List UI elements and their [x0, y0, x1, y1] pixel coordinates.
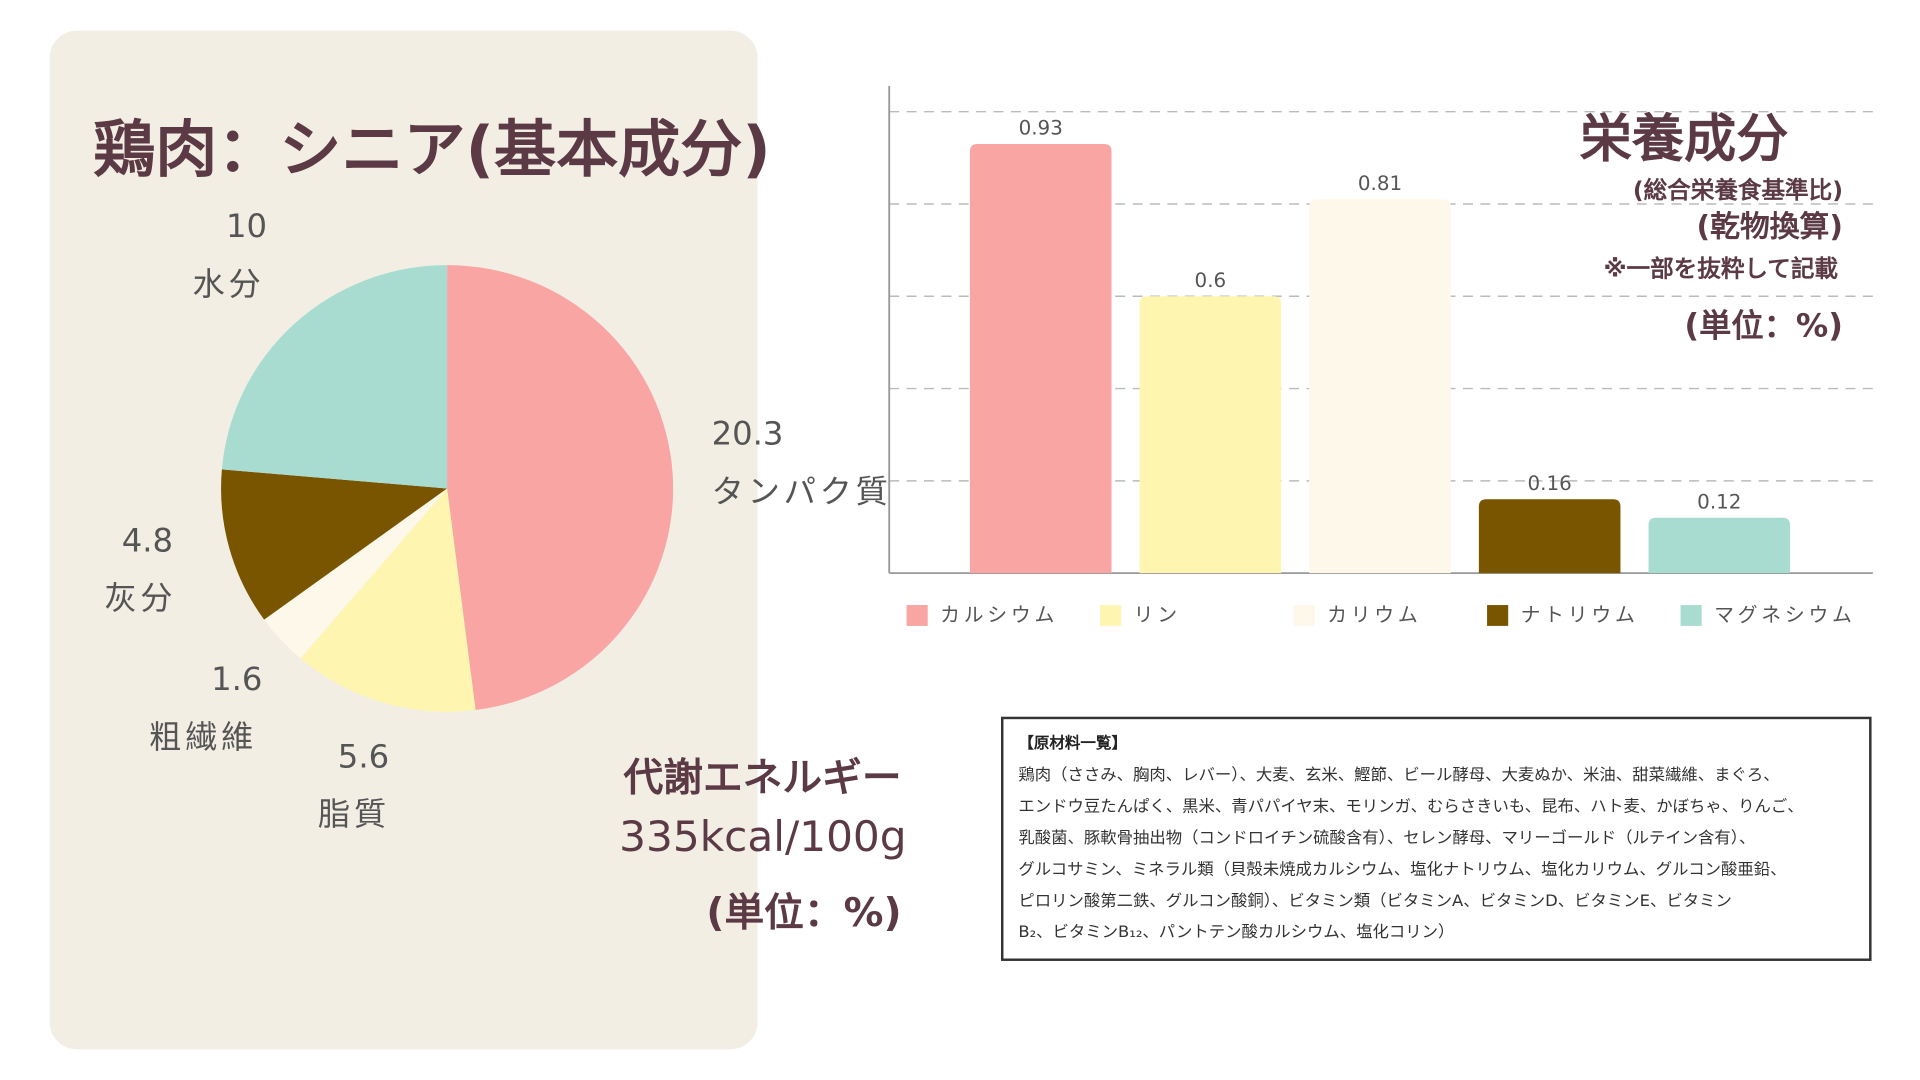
slice-category-label: 粗繊維: [149, 718, 257, 756]
slice-category-label: 灰分: [104, 579, 176, 617]
legend-label: マグネシウム: [1714, 604, 1856, 627]
bar-value-label: 0.6: [1195, 269, 1227, 292]
bar-subtitle: (総合栄養食基準比): [1633, 176, 1843, 204]
bar-value-label: 0.81: [1358, 172, 1402, 195]
bar-unit-note: (単位：%): [1684, 307, 1843, 345]
ingredients-line: ピロリン酸第二鉄、グルコン酸銅）、ビタミン類（ビタミンA、ビタミンD、ビタミンE…: [1018, 891, 1732, 910]
bar-value-label: 0.93: [1019, 117, 1063, 140]
unit-note: (単位：%): [706, 890, 901, 936]
pie-slice: [221, 265, 448, 489]
legend-label: ナトリウム: [1521, 604, 1639, 627]
legend-swatch: [1487, 605, 1509, 626]
bar: [1309, 199, 1451, 574]
bar-title: 栄養成分: [1580, 110, 1789, 170]
slice-value-label: 20.3: [712, 415, 784, 453]
slice-category-label: 脂質: [318, 795, 390, 833]
legend-label: カルシウム: [940, 604, 1058, 627]
energy-value: 335kcal/100g: [619, 812, 906, 861]
legend-swatch: [1293, 605, 1315, 626]
ingredients-line: 乳酸菌、豚軟骨抽出物（コンドロイチン硫酸含有）、セレン酵母、マリーゴールド（ルテ…: [1018, 828, 1755, 847]
legend-swatch: [1680, 605, 1702, 626]
legend-swatch: [906, 605, 928, 626]
pie-slice: [447, 265, 674, 711]
slice-value-label: 5.6: [338, 738, 389, 776]
bar: [969, 143, 1112, 574]
ingredients-line: 鶏肉（ささみ、胸肉、レバー）、大麦、玄米、鰹節、ビール酵母、大麦ぬか、米油、甜菜…: [1018, 765, 1779, 784]
bar-subtitle: (乾物換算): [1697, 209, 1843, 244]
pie-slice: [221, 469, 448, 620]
slice-category-label: タンパク質: [712, 472, 892, 510]
bar-value-label: 0.12: [1697, 491, 1741, 514]
legend-label: カリウム: [1327, 604, 1421, 627]
energy-label: 代謝エネルギー: [623, 755, 901, 801]
bar: [1648, 517, 1791, 574]
slice-value-label: 1.6: [211, 660, 262, 698]
bar-annotation: ※一部を抜粋して記載: [1604, 255, 1839, 283]
slice-value-label: 10: [226, 207, 267, 245]
bar-value-label: 0.16: [1528, 472, 1572, 495]
legend-swatch: [1100, 605, 1122, 626]
legend-label: リン: [1134, 604, 1181, 627]
pie-title: 鶏肉：シニア(基本成分): [93, 114, 771, 186]
slice-category-label: 水分: [192, 265, 264, 303]
slice-value-label: 4.8: [122, 522, 173, 560]
ingredients-line: B₂、ビタミンB₁₂、パントテン酸カルシウム、塩化コリン）: [1018, 922, 1454, 941]
pie-slice: [264, 488, 448, 659]
ingredients-box: [1000, 716, 1872, 961]
ingredients-line: グルコサミン、ミネラル類（貝殻未焼成カルシウム、塩化ナトリウム、塩化カリウム、グ…: [1018, 859, 1786, 878]
bar: [1139, 296, 1282, 574]
ingredients-header: 【原材料一覧】: [1018, 733, 1127, 752]
bar: [1478, 499, 1621, 574]
ingredients-line: エンドウ豆たんぱく、黒米、青パパイヤ末、モリンガ、むらさきいも、昆布、ハト麦、か…: [1018, 797, 1803, 816]
pie-slice: [300, 488, 476, 712]
